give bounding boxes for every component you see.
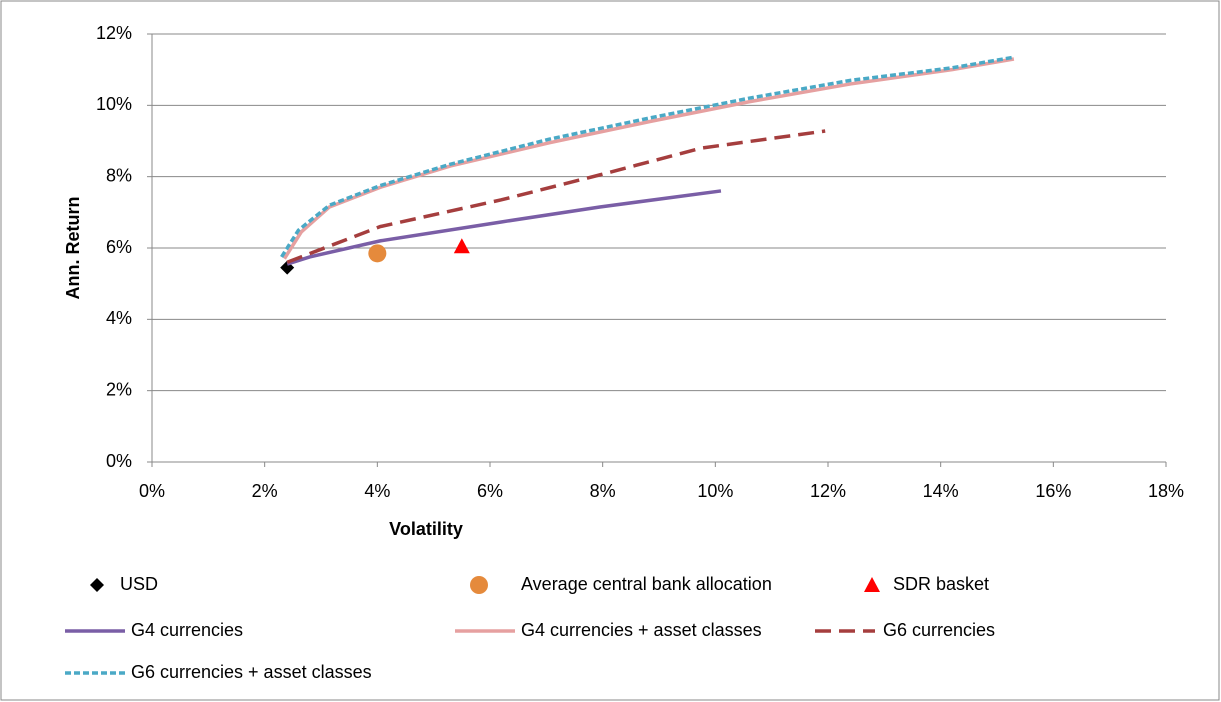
x-tick-label: 14% [923,481,959,501]
y-tick-label: 12% [96,23,132,43]
legend-marker [90,578,104,592]
series-line [286,189,722,266]
legend-label: Average central bank allocation [521,574,772,594]
legend-label: G4 currencies + asset classes [521,620,762,640]
legend-marker [470,576,488,594]
x-tick-label: 10% [697,481,733,501]
legend-label: SDR basket [893,574,989,594]
x-tick-label: 0% [139,481,165,501]
point [368,244,387,263]
x-tick-label: 6% [477,481,503,501]
y-tick-label: 4% [106,308,132,328]
x-tick-label: 8% [590,481,616,501]
x-tick-label: 4% [364,481,390,501]
y-tick-label: 0% [106,451,132,471]
series-line [286,129,826,264]
legend-label: G4 currencies [131,620,243,640]
x-tick-label: 2% [252,481,278,501]
y-tick-label: 6% [106,237,132,257]
y-tick-label: 10% [96,94,132,114]
series-line [282,57,1015,260]
legend-label: G6 currencies + asset classes [131,662,372,682]
x-tick-label: 12% [810,481,846,501]
y-tick-label: 2% [106,379,132,399]
legend-label: G6 currencies [883,620,995,640]
x-tick-label: 16% [1035,481,1071,501]
series-line [280,55,1015,258]
y-axis-title: Ann. Return [63,197,83,300]
y-tick-label: 8% [106,165,132,185]
legend-marker [864,577,880,592]
x-tick-label: 18% [1148,481,1184,501]
point [453,238,470,254]
x-axis-title: Volatility [389,519,463,539]
legend-label: USD [120,574,158,594]
